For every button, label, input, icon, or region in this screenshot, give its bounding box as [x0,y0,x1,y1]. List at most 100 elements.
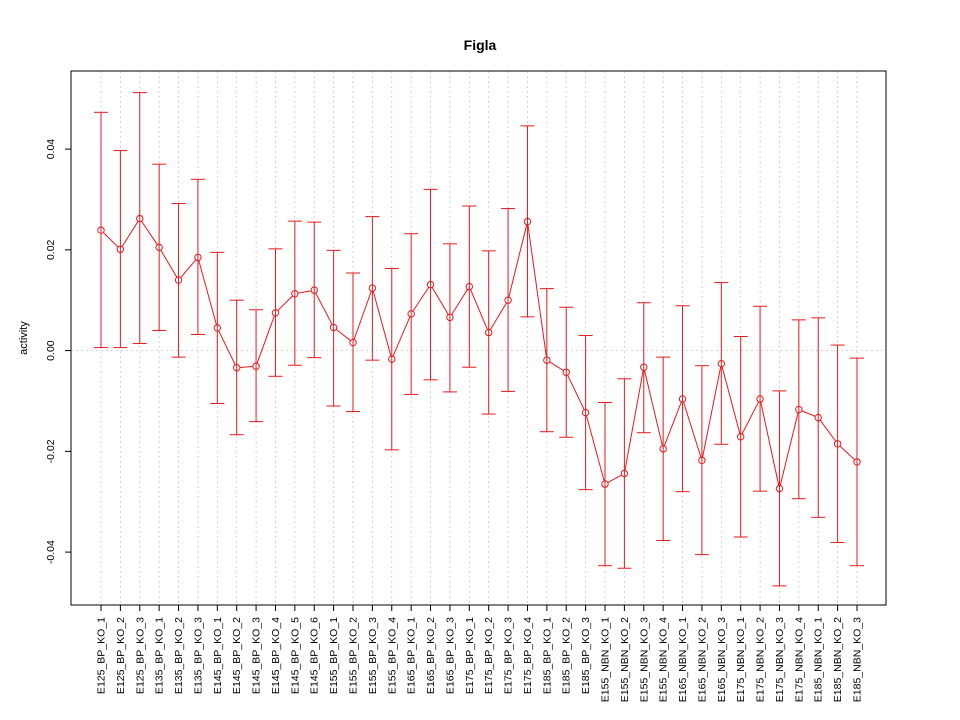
series-line-segment [644,370,663,446]
series-line-segment [741,401,760,435]
series-line-segment [372,291,392,357]
x-axis: E125_BP_KO_1 E125_BP_KO_2 E125_BP_KO_3 E135… [96,605,864,702]
series-line-segment [160,249,178,278]
y-tick-label: -0.02 [45,439,57,463]
data-point [814,413,822,422]
data-point [678,395,687,403]
y-tick-label: -0.04 [45,540,57,564]
data-point [484,328,493,337]
x-tick-label: E175_NBN_KO_4 [793,617,805,702]
series-line-segment [180,259,197,278]
data-point [407,310,415,318]
series-line-segment [277,295,293,311]
y-tick-label: 0.04 [45,139,57,160]
x-tick-label: E175_BP_KO_2 [483,617,495,694]
data-point [349,338,357,347]
data-point [581,408,590,417]
x-tick-label: E165_NBN_KO_2 [696,617,708,702]
series-line-segment [198,260,217,325]
x-tick-label: E175_BP_KO_4 [522,617,534,694]
data-point [640,363,648,371]
plot-area-border [70,70,887,606]
x-tick-label: E135_BP_KO_3 [192,617,204,694]
data-point [698,456,706,465]
data-point [853,458,861,466]
series-activity [94,92,864,587]
x-tick-label: E125_BP_KO_3 [134,617,146,694]
data-point [756,395,764,403]
data-point [659,445,667,453]
data-point [833,440,842,448]
x-tick-label: E125_BP_KO_2 [115,617,127,694]
x-tick-label: E175_BP_KO_3 [503,617,515,694]
x-tick-label: E155_BP_KO_4 [386,617,398,694]
series-line-segment [819,419,837,442]
x-tick-label: E145_BP_KO_1 [212,617,224,694]
series-line-segment [102,232,119,248]
series-line-segment [297,290,312,294]
data-point [601,480,609,488]
series-line-segment [839,445,856,461]
x-tick-label: E125_BP_KO_1 [96,617,108,694]
x-tick-label: E185_BP_KO_1 [541,617,553,694]
data-point [291,289,299,298]
data-point [426,280,435,289]
data-point [465,282,474,291]
series-line-segment [353,290,372,340]
x-tick-label: E145_BP_KO_2 [231,617,243,694]
data-point [795,405,803,414]
data-point [523,217,532,226]
x-tick-label: E185_BP_KO_3 [580,617,592,694]
series-line-segment [702,366,722,458]
x-tick-label: E145_BP_KO_4 [270,617,282,694]
series-line-segment [663,401,682,447]
x-tick-label: E135_BP_KO_2 [173,617,185,694]
x-tick-label: E175_NBN_KO_1 [735,617,747,702]
y-tick-label: 0.02 [45,239,57,260]
data-point [329,323,338,332]
data-point [562,368,570,376]
x-tick-label: E175_BP_KO_1 [464,617,476,694]
x-tick-label: E155_BP_KO_1 [328,617,340,694]
x-tick-label: E135_BP_KO_1 [154,617,166,694]
x-tick-label: E155_NBN_KO_3 [638,617,650,702]
x-tick-label: E155_NBN_KO_2 [619,617,631,702]
series-line-segment [141,220,158,245]
data-point [446,313,454,322]
series-line-segment [489,302,507,330]
data-point [504,296,512,304]
series-line-segment [567,374,585,410]
data-point [543,356,551,364]
x-tick-label: E145_BP_KO_5 [289,617,301,694]
series-line-segment [683,401,702,458]
y-tick-label: 0.00 [45,340,57,361]
x-tick-label: E165_NBN_KO_3 [716,617,728,702]
series-line-segment [760,401,780,486]
series-line-segment [451,289,469,315]
series-line-segment [121,221,139,247]
series-line-segment [218,330,236,366]
data-point [775,484,784,493]
series-line-segment [624,370,644,471]
data-point [136,214,144,223]
chart-title: Figla [464,37,497,53]
x-tick-label: E145_BP_KO_6 [309,617,321,694]
data-point [368,284,377,292]
x-tick-label: E155_BP_KO_2 [348,617,360,694]
series-line-segment [239,365,253,368]
series-line-segment [508,224,528,298]
x-tick-label: E165_BP_KO_1 [406,617,418,694]
x-tick-label: E155_BP_KO_3 [367,617,379,694]
series-line-segment [585,415,605,482]
y-axis-label: activity [18,321,30,355]
x-tick-label: E145_BP_KO_3 [251,617,263,694]
x-tick-label: E185_NBN_KO_3 [852,617,864,702]
data-point [213,324,222,332]
data-point [194,253,202,262]
series-line-segment [527,224,547,358]
data-point [736,433,745,441]
series-line-segment [392,316,411,357]
data-point [232,364,241,372]
series-line-segment [412,286,430,312]
